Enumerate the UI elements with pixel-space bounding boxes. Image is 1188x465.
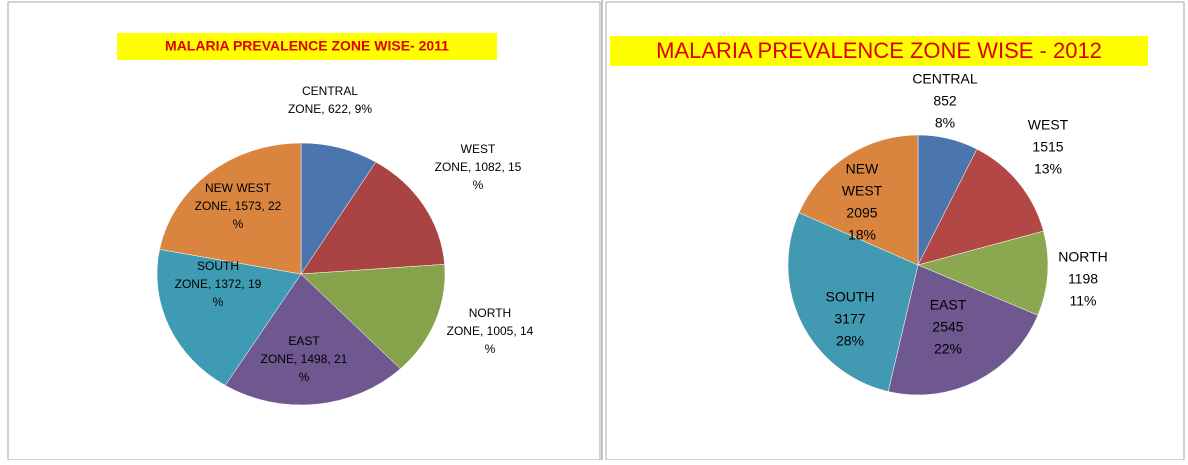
- slice-label: %: [213, 295, 224, 309]
- slice-label: NEW: [846, 161, 879, 177]
- slice-label: NORTH: [1058, 249, 1108, 265]
- slice-label: NORTH: [469, 306, 511, 320]
- pie-slice: [787, 212, 919, 392]
- slice-label: EAST: [288, 334, 320, 348]
- slice-label: ZONE, 1372, 19: [175, 277, 262, 291]
- slice-label: WEST: [461, 142, 496, 156]
- chart-title: MALARIA PREVALENCE ZONE WISE - 2012: [656, 38, 1102, 63]
- slice-label: %: [473, 178, 484, 192]
- slice-label: 8%: [935, 115, 955, 131]
- slice-label: 852: [933, 93, 957, 109]
- slice-label: NEW WEST: [205, 181, 272, 195]
- slice-label: WEST: [1028, 117, 1069, 133]
- pie-slice: [917, 148, 1044, 266]
- slice-label: %: [233, 217, 244, 231]
- slice-label: ZONE, 622, 9%: [288, 102, 372, 116]
- slice-label: 13%: [1034, 161, 1062, 177]
- pie-slice: [156, 249, 302, 386]
- pie-slice: [159, 142, 302, 275]
- slice-label: 22%: [934, 341, 962, 357]
- slice-label: 28%: [836, 333, 864, 349]
- slice-label: ZONE, 1498, 21: [261, 352, 348, 366]
- title-box: [117, 33, 497, 60]
- slice-label: 2545: [932, 319, 963, 335]
- slice-label: 2095: [846, 205, 877, 221]
- pie-slice: [917, 230, 1049, 316]
- slice-label: %: [485, 342, 496, 356]
- title-box: [610, 36, 1148, 66]
- pie-slice: [798, 134, 919, 266]
- slice-label: WEST: [842, 183, 883, 199]
- chart-title: MALARIA PREVALENCE ZONE WISE- 2011: [165, 38, 449, 54]
- slice-label: ZONE, 1082, 15: [435, 160, 522, 174]
- slice-label: CENTRAL: [912, 71, 978, 87]
- slice-label: 1515: [1032, 139, 1063, 155]
- pie-slice: [300, 161, 445, 275]
- pie-slice: [300, 264, 446, 370]
- slice-label: %: [299, 370, 310, 384]
- slice-label: 11%: [1070, 293, 1097, 309]
- pie-slice: [224, 273, 401, 406]
- slice-label: 18%: [848, 227, 876, 243]
- slice-label: 1198: [1068, 271, 1098, 287]
- slice-label: SOUTH: [197, 259, 239, 273]
- slice-label: CENTRAL: [302, 84, 358, 98]
- slice-label: ZONE, 1573, 22: [195, 199, 282, 213]
- slice-label: ZONE, 1005, 14: [447, 324, 534, 338]
- slice-label: 3177: [834, 311, 865, 327]
- pie-slice: [887, 264, 1039, 396]
- slice-label: EAST: [930, 297, 967, 313]
- slice-label: SOUTH: [826, 289, 875, 305]
